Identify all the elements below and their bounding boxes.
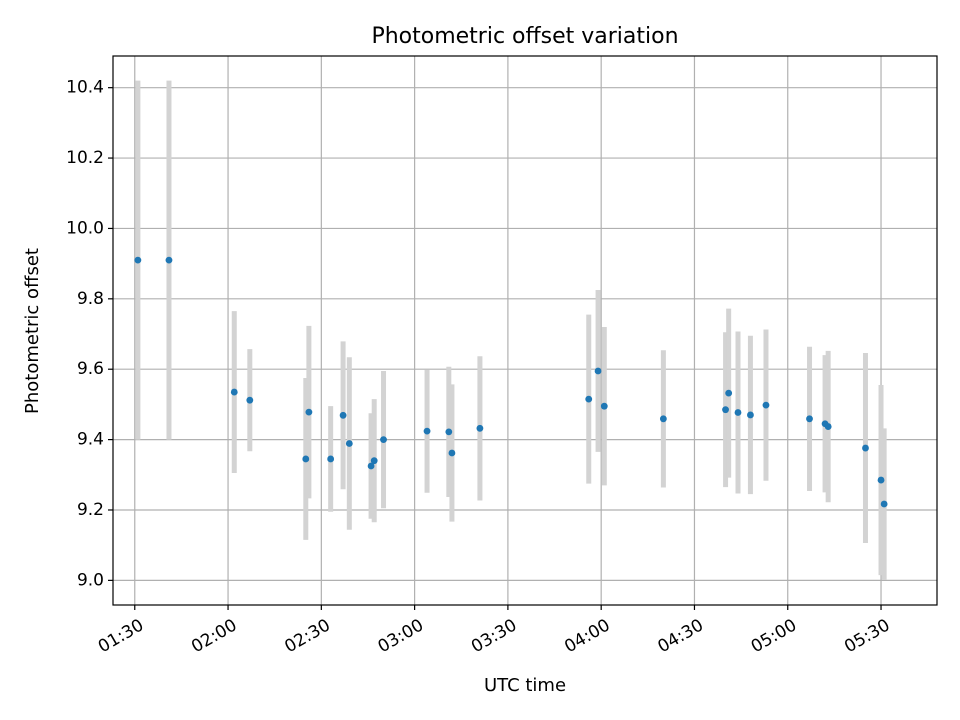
data-point (877, 476, 885, 484)
grid (113, 56, 937, 605)
y-tick-label: 9.2 (77, 500, 104, 520)
data-point (367, 462, 375, 470)
data-point (476, 424, 484, 432)
data-point (747, 411, 754, 419)
data-point (423, 427, 431, 435)
x-tick-label: 04:30 (655, 615, 707, 657)
data-point (305, 408, 313, 416)
x-tick-label: 03:30 (468, 615, 520, 657)
x-tick-label: 01:30 (95, 615, 147, 657)
data-point (594, 367, 602, 375)
data-point (722, 406, 729, 414)
plot-frame (112, 55, 938, 606)
y-tick-label: 10.4 (66, 78, 104, 98)
data-point (824, 423, 832, 430)
data-point (246, 396, 254, 404)
x-tick-label: 02:00 (188, 615, 240, 657)
data-point (380, 436, 387, 443)
data-point (445, 428, 453, 436)
y-tick-label: 9.4 (77, 430, 104, 450)
data-point (327, 455, 335, 463)
data-points (134, 256, 888, 508)
data-point (862, 444, 869, 452)
data-point (448, 449, 456, 457)
plot-area (113, 56, 937, 605)
y-tick-label: 9.6 (77, 359, 104, 379)
data-point (585, 395, 593, 403)
data-point (725, 389, 733, 397)
data-point (302, 455, 310, 463)
y-tick-label: 9.8 (77, 289, 104, 309)
chart-title: Photometric offset variation (371, 24, 678, 49)
data-point (734, 409, 742, 416)
data-point (345, 440, 353, 447)
data-point (659, 415, 667, 423)
x-tick-label: 04:00 (561, 615, 613, 657)
data-point (230, 388, 238, 396)
x-tick-label: 02:30 (281, 615, 333, 657)
data-point (165, 256, 173, 264)
y-tick-label: 10.0 (66, 218, 104, 238)
y-tick-label: 9.0 (77, 570, 104, 590)
ticks: 01:30 02:00 02:30 03:00 03:30 04:00 04:30 05:00… (66, 78, 893, 658)
data-point (339, 411, 347, 419)
data-point (600, 402, 608, 410)
x-tick-label: 05:30 (841, 615, 893, 657)
data-point (134, 256, 142, 264)
data-point (880, 500, 888, 508)
data-point (370, 457, 378, 465)
x-axis-label: UTC time (484, 675, 566, 696)
data-point (806, 415, 813, 423)
y-axis-label: Photometric offset (22, 248, 43, 414)
x-tick-label: 05:00 (748, 615, 800, 657)
data-point (762, 401, 770, 409)
y-tick-label: 10.2 (66, 148, 104, 168)
x-tick-label: 03:00 (375, 615, 427, 657)
